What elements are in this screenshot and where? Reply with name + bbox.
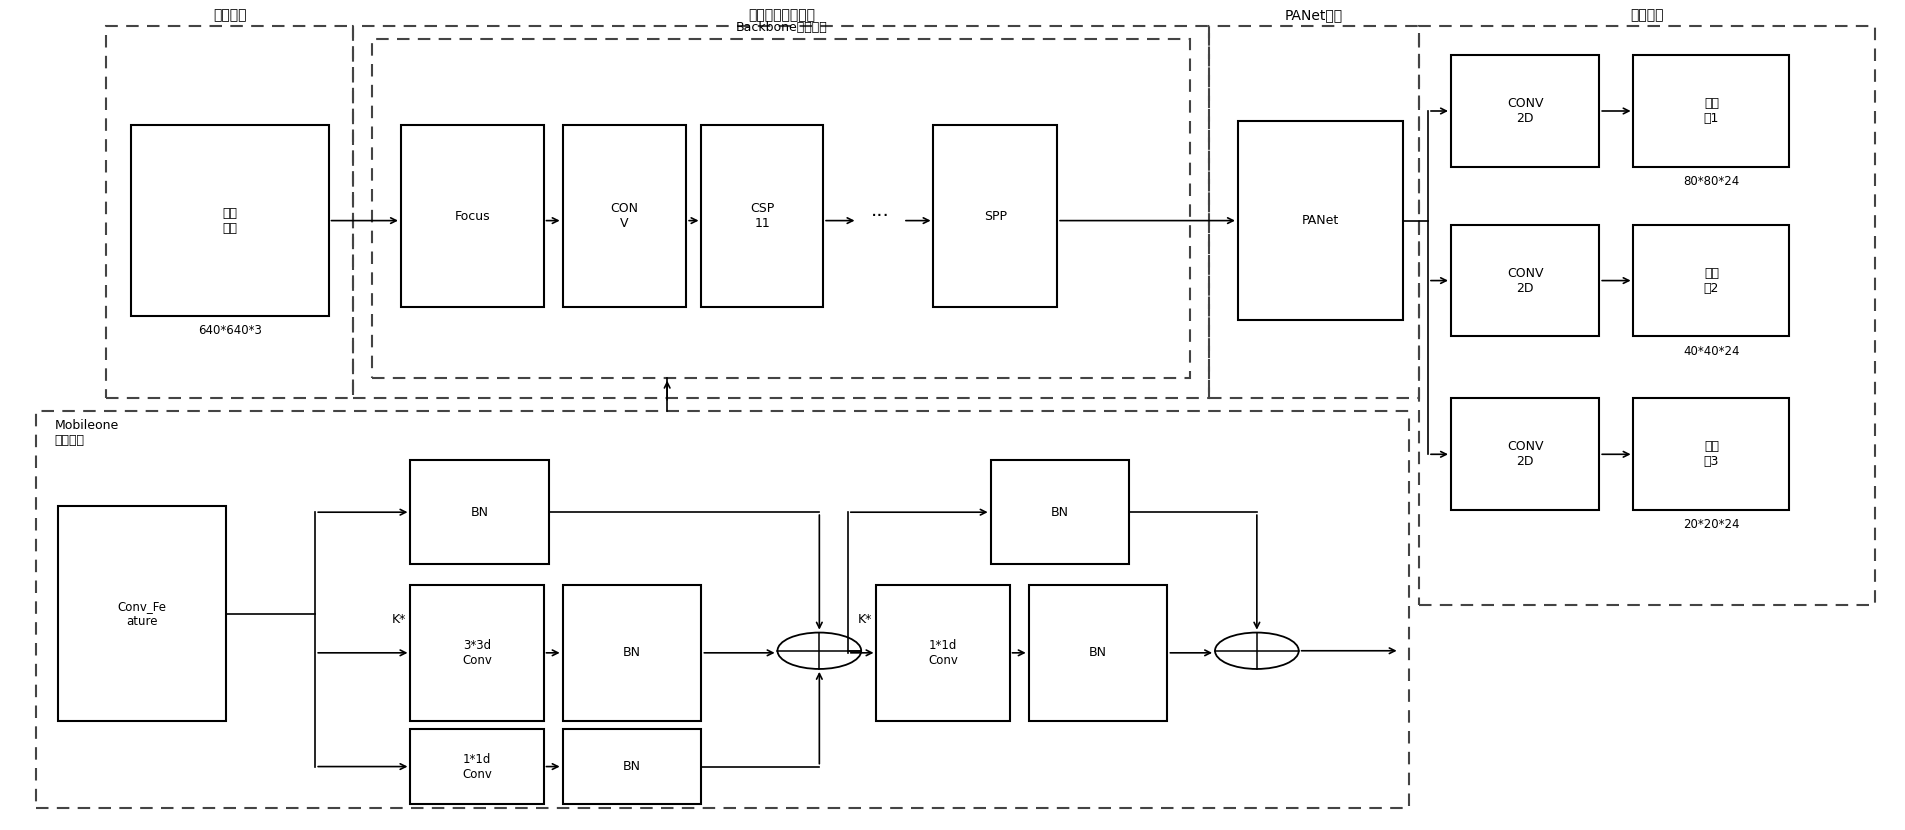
Text: 预测模块: 预测模块	[1631, 8, 1663, 22]
Text: BN: BN	[1052, 505, 1069, 519]
Bar	[562, 730, 701, 803]
Bar	[562, 125, 686, 307]
Text: BN: BN	[623, 760, 640, 773]
Text: BN: BN	[1090, 647, 1107, 659]
Text: K*: K*	[392, 613, 406, 627]
Bar	[36, 411, 1410, 808]
Bar	[876, 584, 1010, 721]
Text: 图像特征提取模块: 图像特征提取模块	[749, 8, 815, 22]
Text: 3*3d
Conv: 3*3d Conv	[463, 639, 491, 666]
Bar	[59, 506, 227, 721]
Text: CONV
2D: CONV 2D	[1507, 440, 1543, 468]
Bar	[410, 584, 543, 721]
Text: ···: ···	[871, 207, 890, 226]
Bar	[562, 584, 701, 721]
Bar	[1210, 27, 1419, 398]
Text: 1*1d
Conv: 1*1d Conv	[928, 639, 958, 666]
Text: BN: BN	[623, 647, 640, 659]
Bar	[352, 27, 1210, 398]
Bar	[1452, 398, 1600, 510]
Text: 特征
图3: 特征 图3	[1703, 440, 1718, 468]
Bar	[1633, 398, 1789, 510]
Text: BN: BN	[471, 505, 490, 519]
Text: CONV
2D: CONV 2D	[1507, 266, 1543, 295]
Text: K*: K*	[859, 613, 872, 627]
Bar	[400, 125, 543, 307]
Text: 输入
图像: 输入 图像	[223, 207, 236, 235]
Text: PANet: PANet	[1301, 214, 1339, 227]
Text: 特征
图1: 特征 图1	[1703, 97, 1718, 125]
Bar	[410, 461, 549, 564]
Text: CON
V: CON V	[610, 203, 638, 231]
Text: Conv_Fe
ature: Conv_Fe ature	[118, 599, 166, 627]
Bar	[1452, 55, 1600, 167]
Text: Backbone网络单元: Backbone网络单元	[735, 22, 827, 35]
Bar	[410, 730, 543, 803]
Text: 640*640*3: 640*640*3	[198, 324, 261, 337]
Bar	[107, 27, 352, 398]
Text: SPP: SPP	[983, 210, 1008, 223]
Bar	[991, 461, 1130, 564]
Text: 40*40*24: 40*40*24	[1684, 344, 1739, 358]
Bar	[1029, 584, 1168, 721]
Text: 20*20*24: 20*20*24	[1684, 519, 1739, 531]
Bar	[371, 39, 1191, 378]
Text: CONV
2D: CONV 2D	[1507, 97, 1543, 125]
Text: Focus: Focus	[455, 210, 490, 223]
Bar	[1633, 55, 1789, 167]
Text: PANet模块: PANet模块	[1284, 8, 1343, 22]
Text: CSP
11: CSP 11	[751, 203, 775, 231]
Bar	[933, 125, 1057, 307]
Bar	[1238, 121, 1404, 320]
Text: Mobileone
网络单元: Mobileone 网络单元	[55, 419, 118, 447]
Bar	[1419, 27, 1875, 605]
Text: 特征
图2: 特征 图2	[1703, 266, 1718, 295]
Bar	[1633, 225, 1789, 336]
Bar	[1452, 225, 1600, 336]
Text: 1*1d
Conv: 1*1d Conv	[463, 753, 491, 780]
Bar	[131, 125, 328, 315]
Bar	[701, 125, 823, 307]
Text: 80*80*24: 80*80*24	[1684, 175, 1739, 188]
Text: 输入模块: 输入模块	[213, 8, 246, 22]
